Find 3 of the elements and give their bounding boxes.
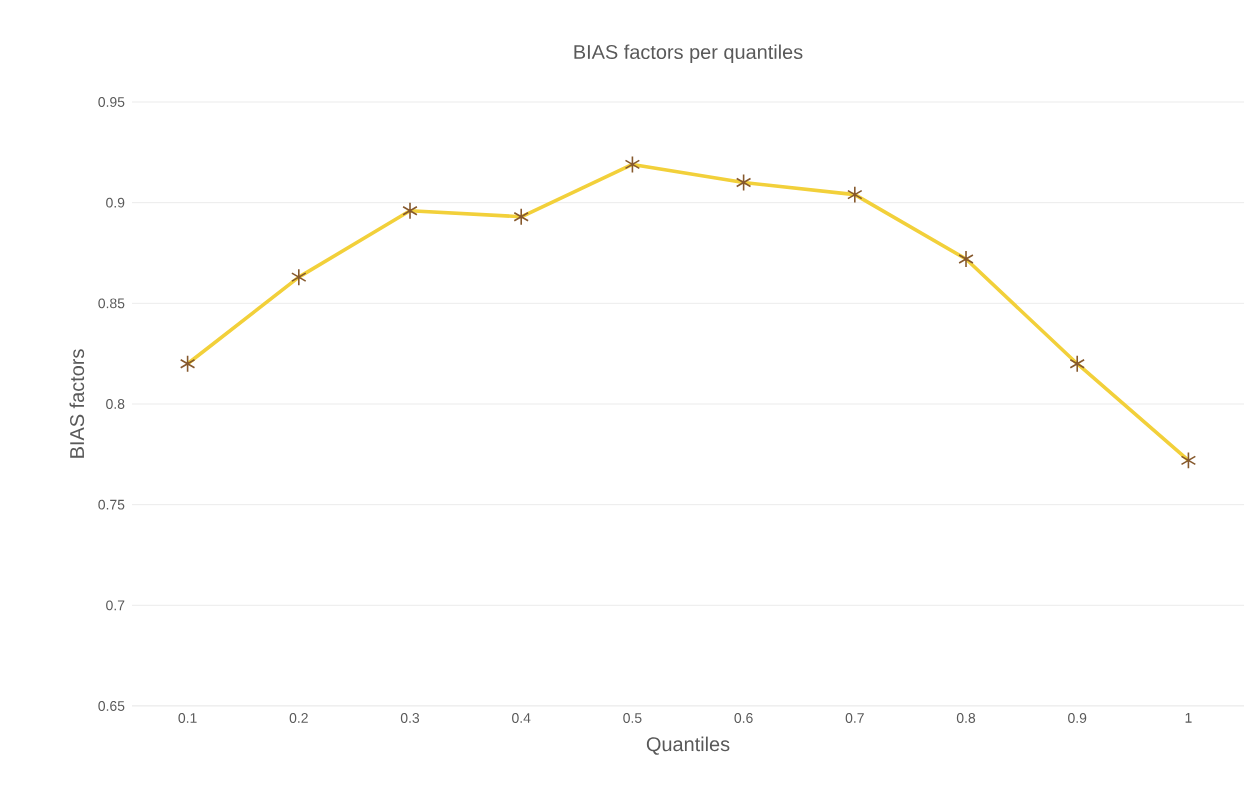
chart-title: BIAS factors per quantiles — [574, 44, 803, 63]
y-axis-title: BIAS factors — [69, 349, 85, 458]
x-axis-title: Quantiles — [646, 736, 730, 755]
